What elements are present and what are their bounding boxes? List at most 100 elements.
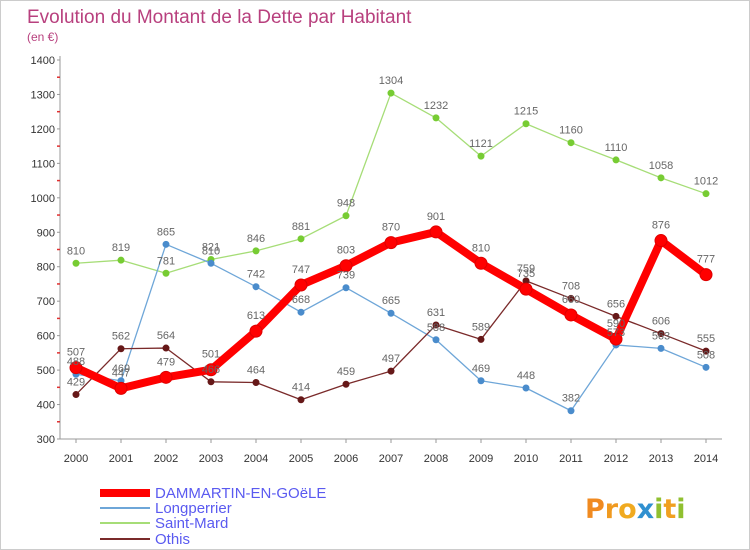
data-label-dammartin-en-go-le: 747 (292, 264, 310, 276)
data-label-othis: 656 (607, 298, 625, 310)
series-dammartin-en-go-le (69, 225, 713, 395)
data-label-longperrier: 739 (337, 270, 355, 282)
chart-subtitle: (en €) (27, 30, 58, 44)
data-label-saint-mard: 1058 (649, 160, 673, 172)
y-tick-label: 800 (37, 262, 55, 274)
x-tick-label: 2013 (649, 453, 673, 465)
data-label-othis: 606 (652, 316, 670, 328)
x-tick-label: 2007 (379, 453, 403, 465)
y-tick-label: 1300 (31, 89, 55, 101)
data-label-othis: 429 (67, 377, 85, 389)
legend-label-dammartin-en-go-le: DAMMARTIN-EN-GOëLE (155, 485, 326, 502)
data-point-saint-mard (432, 114, 440, 122)
y-tick-label: 900 (37, 227, 55, 239)
x-tick-label: 2006 (334, 453, 358, 465)
data-label-dammartin-en-go-le: 501 (202, 349, 220, 361)
data-label-othis: 564 (157, 330, 175, 342)
data-point-othis (657, 330, 665, 338)
data-point-longperrier (522, 384, 530, 392)
data-point-saint-mard (342, 212, 350, 220)
data-label-longperrier: 588 (427, 322, 445, 334)
x-tick-label: 2000 (64, 453, 88, 465)
series-othis (72, 277, 710, 404)
legend-label-saint-mard: Saint-Mard (155, 515, 228, 532)
data-point-othis (477, 335, 485, 343)
data-point-saint-mard (387, 89, 395, 97)
logo-letter: i (654, 494, 663, 525)
data-point-saint-mard (252, 247, 260, 255)
data-label-dammartin-en-go-le: 870 (382, 222, 400, 234)
data-point-dammartin-en-go-le (699, 268, 713, 282)
data-label-saint-mard: 1121 (469, 138, 493, 150)
data-label-longperrier: 508 (697, 349, 715, 361)
x-tick-label: 2003 (199, 453, 223, 465)
y-tick-label: 1000 (31, 193, 55, 205)
data-point-othis (72, 391, 80, 399)
y-tick-label: 600 (37, 331, 55, 343)
data-label-dammartin-en-go-le: 735 (517, 268, 535, 280)
x-tick-label: 2009 (469, 453, 493, 465)
data-label-dammartin-en-go-le: 507 (67, 347, 85, 359)
data-point-dammartin-en-go-le (609, 332, 623, 346)
data-point-dammartin-en-go-le (474, 256, 488, 270)
data-label-dammartin-en-go-le: 777 (697, 254, 715, 266)
data-label-othis: 464 (247, 364, 265, 376)
data-point-longperrier (297, 308, 305, 316)
data-label-dammartin-en-go-le: 447 (112, 367, 130, 379)
data-point-othis (297, 396, 305, 404)
data-point-saint-mard (612, 156, 620, 164)
legend-label-othis: Othis (155, 531, 190, 548)
data-point-othis (342, 380, 350, 388)
data-label-saint-mard: 881 (292, 221, 310, 233)
x-tick-label: 2005 (289, 453, 313, 465)
data-label-othis: 562 (112, 331, 130, 343)
data-point-saint-mard (117, 256, 125, 264)
data-point-saint-mard (72, 259, 80, 267)
data-label-saint-mard: 948 (337, 198, 355, 210)
data-label-saint-mard: 1110 (605, 142, 628, 154)
y-tick-label: 1200 (31, 124, 55, 136)
data-label-saint-mard: 810 (67, 245, 85, 257)
data-point-longperrier (567, 407, 575, 415)
data-point-longperrier (162, 240, 170, 248)
data-point-othis (432, 321, 440, 329)
data-point-dammartin-en-go-le (204, 363, 218, 377)
data-label-longperrier: 742 (247, 269, 265, 281)
logo-letter: t (663, 494, 676, 525)
data-point-othis (117, 345, 125, 353)
data-label-saint-mard: 821 (202, 241, 220, 253)
data-label-longperrier: 563 (652, 330, 670, 342)
y-tick-label: 1400 (31, 55, 55, 67)
data-label-longperrier: 665 (382, 295, 400, 307)
data-label-longperrier: 469 (472, 363, 490, 375)
data-point-dammartin-en-go-le (519, 282, 533, 296)
data-label-dammartin-en-go-le: 590 (607, 318, 625, 330)
data-point-longperrier (432, 336, 440, 344)
data-label-saint-mard: 1012 (694, 176, 718, 188)
data-label-othis: 589 (472, 321, 490, 333)
data-label-othis: 497 (382, 353, 400, 365)
y-tick-label: 700 (37, 296, 55, 308)
data-point-dammartin-en-go-le (384, 236, 398, 250)
logo-letter: i (676, 494, 685, 525)
x-tick-label: 2014 (694, 453, 718, 465)
data-point-dammartin-en-go-le (69, 361, 83, 375)
data-label-dammartin-en-go-le: 876 (652, 220, 670, 232)
data-label-longperrier: 488 (67, 356, 85, 368)
data-label-othis: 466 (202, 364, 220, 376)
data-label-othis: 759 (517, 263, 535, 275)
legend: DAMMARTIN-EN-GOëLELongperrierSaint-MardO… (100, 485, 326, 548)
data-point-othis (252, 378, 260, 386)
legend-label-longperrier: Longperrier (155, 500, 232, 517)
axes: 1400 1300 1200 1100 1000 900 800 700 600 500 400 30… (31, 55, 722, 465)
logo-letter: P (585, 494, 605, 525)
logo-letter: x (637, 494, 654, 525)
x-tick-label: 2002 (154, 453, 178, 465)
data-point-othis (387, 367, 395, 375)
x-tick-label: 2008 (424, 453, 448, 465)
data-point-dammartin-en-go-le (294, 278, 308, 292)
data-label-saint-mard: 1215 (514, 106, 538, 118)
data-label-othis: 414 (292, 382, 310, 394)
